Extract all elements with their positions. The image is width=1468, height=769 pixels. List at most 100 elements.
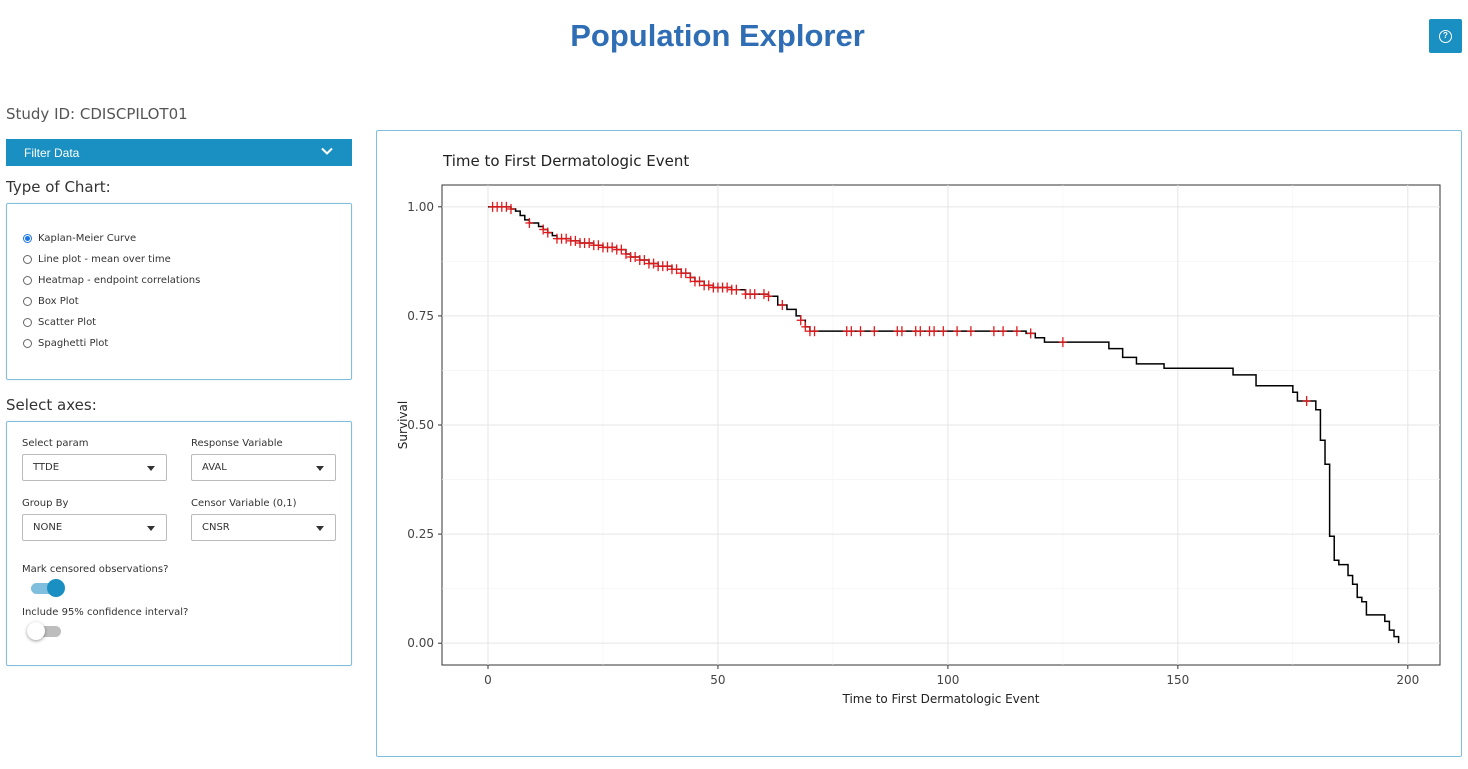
censor-mark: [585, 238, 594, 249]
chart-type-option-label: Scatter Plot: [38, 316, 97, 328]
select-param-label: Select param: [22, 438, 89, 449]
response-variable-value: AVAL: [202, 462, 227, 473]
censor-mark: [953, 326, 962, 337]
x-tick-label: 50: [710, 673, 725, 687]
response-variable-label: Response Variable: [191, 438, 283, 449]
radio-button[interactable]: [23, 275, 32, 285]
select-param-dropdown[interactable]: TTDE: [22, 454, 167, 481]
x-tick-label: 150: [1166, 673, 1189, 687]
censor-variable-value: CNSR: [202, 522, 230, 533]
group-by-dropdown[interactable]: NONE: [22, 514, 167, 541]
censor-mark: [695, 276, 704, 287]
chart-title: Time to First Dermatologic Event: [442, 152, 689, 170]
censor-mark: [847, 326, 856, 337]
censor-mark: [810, 326, 819, 337]
group-by-label: Group By: [22, 498, 69, 509]
study-id-label: Study ID: CDISCPILOT01: [6, 105, 188, 123]
mark-censored-label: Mark censored observations?: [22, 564, 169, 575]
y-tick-label: 0.50: [407, 418, 434, 432]
chart-type-option-label: Heatmap - endpoint correlations: [38, 274, 201, 286]
page-title: Population Explorer: [570, 18, 865, 53]
censor-mark: [764, 291, 773, 302]
censor-mark: [672, 264, 681, 275]
caret-down-icon: [147, 526, 155, 531]
select-axes-panel: Select param TTDE Response Variable AVAL…: [6, 421, 352, 666]
censor-mark: [686, 272, 695, 283]
chart-type-option[interactable]: Box Plot: [23, 293, 79, 309]
chart-type-option[interactable]: Spaghetti Plot: [23, 335, 108, 351]
chart-type-option[interactable]: Heatmap - endpoint correlations: [23, 272, 200, 288]
censor-mark: [930, 326, 939, 337]
chart-type-option[interactable]: Kaplan-Meier Curve: [23, 230, 136, 246]
caret-down-icon: [316, 466, 324, 471]
censor-mark: [617, 244, 626, 255]
grid-lines: [442, 185, 1440, 665]
toggle-knob: [47, 579, 65, 597]
censor-variable-dropdown[interactable]: CNSR: [191, 514, 336, 541]
x-tick-label: 0: [484, 673, 492, 687]
chart-type-option[interactable]: Scatter Plot: [23, 314, 96, 330]
censor-mark: [778, 300, 787, 310]
censor-mark: [663, 261, 672, 272]
radio-button[interactable]: [23, 338, 32, 348]
radio-button[interactable]: [23, 296, 32, 306]
censor-mark: [1302, 396, 1311, 406]
response-variable-dropdown[interactable]: AVAL: [191, 454, 336, 481]
radio-button[interactable]: [23, 233, 32, 243]
y-axis-label: Survival: [396, 401, 410, 449]
radio-button[interactable]: [23, 317, 32, 327]
y-tick-label: 0.75: [407, 309, 434, 323]
filter-data-toggle[interactable]: Filter Data: [6, 139, 352, 166]
chart-type-option-label: Line plot - mean over time: [38, 253, 171, 265]
toggle-knob: [27, 622, 45, 640]
censor-mark: [681, 268, 690, 279]
censor-mark: [732, 284, 741, 295]
censor-mark: [562, 233, 571, 244]
censor-mark: [506, 204, 515, 214]
censor-mark: [801, 321, 810, 332]
censor-mark: [621, 248, 630, 259]
y-tick-label: 1.00: [407, 200, 434, 214]
radio-button[interactable]: [23, 254, 32, 264]
censor-mark: [502, 201, 511, 212]
confidence-interval-toggle[interactable]: [27, 622, 63, 640]
select-param-value: TTDE: [33, 462, 60, 473]
censor-mark: [543, 227, 552, 238]
select-axes-heading: Select axes:: [6, 396, 97, 414]
help-button[interactable]: ?: [1429, 19, 1462, 53]
x-tick-label: 200: [1396, 673, 1419, 687]
caret-down-icon: [147, 466, 155, 471]
censor-mark: [571, 235, 580, 246]
chevron-down-icon: [321, 147, 333, 155]
censor-mark: [856, 326, 865, 337]
question-circle-icon: ?: [1439, 29, 1452, 43]
chart-type-option-label: Spaghetti Plot: [38, 337, 109, 349]
chart-type-option[interactable]: Line plot - mean over time: [23, 251, 171, 267]
censor-mark: [594, 240, 603, 251]
x-tick-label: 100: [936, 673, 959, 687]
censor-mark: [608, 242, 617, 253]
mark-censored-toggle[interactable]: [29, 579, 65, 597]
confidence-interval-label: Include 95% confidence interval?: [22, 607, 189, 618]
y-tick-label: 0.25: [407, 527, 434, 541]
censor-mark: [796, 315, 805, 326]
chart-type-option-label: Kaplan-Meier Curve: [38, 232, 137, 244]
censor-mark: [631, 252, 640, 262]
censor-mark: [939, 326, 948, 337]
group-by-value: NONE: [33, 522, 63, 533]
censor-mark: [1026, 328, 1035, 339]
toggle-track: [29, 626, 61, 637]
axis-ticks: 0 50 100 150 200 0.00 0.25 0.50 0.75 1.00: [407, 200, 1419, 687]
censor-mark: [723, 282, 732, 293]
kaplan-meier-chart: Time to First Dermatologic Event 0 50 100 1…: [396, 152, 1441, 706]
censor-variable-label: Censor Variable (0,1): [191, 498, 297, 509]
censor-mark: [759, 289, 768, 300]
censor-mark: [999, 326, 1008, 337]
censor-mark: [897, 326, 906, 337]
filter-data-label: Filter Data: [24, 145, 80, 160]
censor-mark: [989, 326, 998, 337]
chart-type-option-label: Box Plot: [38, 295, 79, 307]
chart-type-panel: Kaplan-Meier Curve Line plot - mean over …: [6, 203, 352, 380]
censor-mark: [1058, 337, 1067, 348]
x-axis-label: Time to First Dermatologic Event: [842, 692, 1040, 706]
